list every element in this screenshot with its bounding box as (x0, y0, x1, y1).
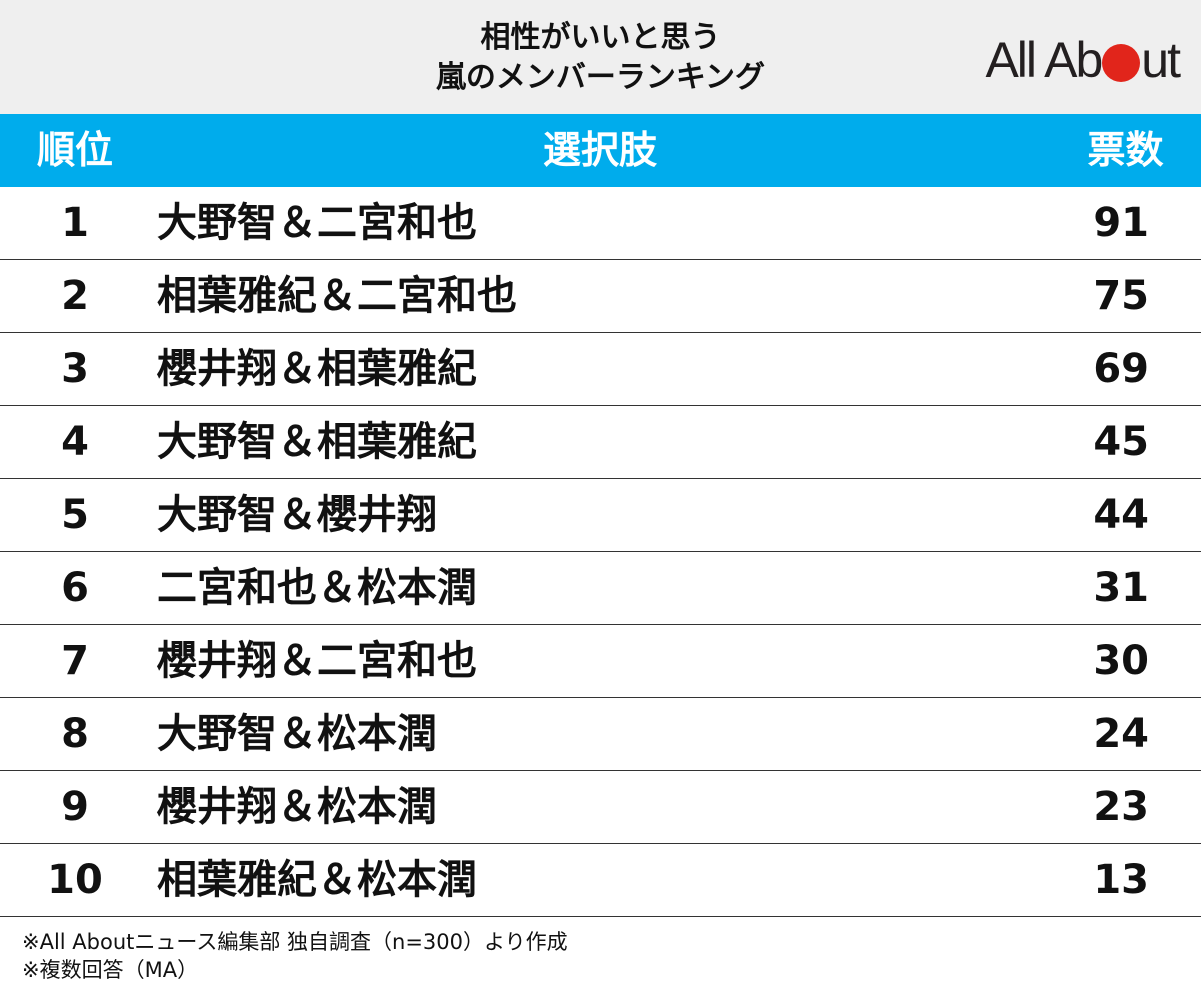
rank-cell: 2 (61, 273, 89, 319)
rank-cell: 4 (61, 419, 89, 465)
ranking-table-body: 1 大野智＆二宮和也 91 2 相葉雅紀＆二宮和也 75 3 櫻井翔＆相葉雅紀 … (0, 187, 1201, 917)
all-about-logo: All Ab ut (985, 32, 1181, 88)
column-header-choice: 選択肢 (542, 128, 657, 172)
rank-cell: 8 (61, 711, 89, 757)
table-row: 9 櫻井翔＆松本潤 23 (0, 771, 1201, 844)
rank-cell: 7 (61, 638, 89, 684)
title-line-2: 嵐のメンバーランキング (435, 60, 766, 95)
member-pair-cell: 大野智＆二宮和也 (157, 200, 477, 246)
footnote-multiple-answer: ※複数回答（MA） (22, 958, 199, 982)
rank-cell: 1 (61, 200, 89, 246)
table-header: 順位 選択肢 票数 (0, 114, 1201, 187)
member-pair-cell: 大野智＆相葉雅紀 (157, 419, 477, 465)
title-line-1: 相性がいいと思う (480, 20, 721, 55)
rank-cell: 9 (61, 784, 89, 830)
votes-cell: 45 (1093, 419, 1149, 465)
votes-cell: 24 (1093, 711, 1149, 757)
member-pair-cell: 櫻井翔＆松本潤 (157, 784, 437, 830)
votes-cell: 30 (1093, 638, 1149, 684)
member-pair-cell: 櫻井翔＆相葉雅紀 (157, 346, 477, 392)
column-header-rank: 順位 (36, 128, 113, 172)
member-pair-cell: 櫻井翔＆二宮和也 (157, 638, 477, 684)
chart-title: 相性がいいと思う 嵐のメンバーランキング (0, 18, 1201, 98)
votes-cell: 31 (1093, 565, 1149, 611)
votes-cell: 23 (1093, 784, 1149, 830)
table-row: 5 大野智＆櫻井翔 44 (0, 479, 1201, 552)
votes-cell: 75 (1093, 273, 1149, 319)
table-row: 2 相葉雅紀＆二宮和也 75 (0, 260, 1201, 333)
table-row: 8 大野智＆松本潤 24 (0, 698, 1201, 771)
member-pair-cell: 二宮和也＆松本潤 (157, 565, 477, 611)
logo-text-after: ut (1141, 32, 1181, 88)
table-row: 4 大野智＆相葉雅紀 45 (0, 406, 1201, 479)
member-pair-cell: 大野智＆櫻井翔 (157, 492, 437, 538)
votes-cell: 69 (1093, 346, 1149, 392)
table-row: 6 二宮和也＆松本潤 31 (0, 552, 1201, 625)
votes-cell: 13 (1093, 857, 1149, 903)
member-pair-cell: 相葉雅紀＆二宮和也 (157, 273, 517, 319)
header-bar: 相性がいいと思う 嵐のメンバーランキング All Ab ut (0, 0, 1201, 114)
rank-cell: 6 (61, 565, 89, 611)
logo-text-before: All Ab (985, 32, 1103, 88)
table-row: 7 櫻井翔＆二宮和也 30 (0, 625, 1201, 698)
logo-red-dot-icon (1102, 44, 1141, 82)
rank-cell: 10 (47, 857, 103, 903)
rank-cell: 5 (61, 492, 89, 538)
footnote-source: ※All Aboutニュース編集部 独自調査（n=300）より作成 (22, 930, 568, 954)
votes-cell: 44 (1093, 492, 1149, 538)
table-row: 1 大野智＆二宮和也 91 (0, 187, 1201, 260)
column-header-votes: 票数 (1087, 128, 1164, 172)
table-row: 3 櫻井翔＆相葉雅紀 69 (0, 333, 1201, 406)
votes-cell: 91 (1093, 200, 1149, 246)
footnotes: ※All Aboutニュース編集部 独自調査（n=300）より作成 ※複数回答（… (22, 928, 568, 984)
member-pair-cell: 大野智＆松本潤 (157, 711, 437, 757)
rank-cell: 3 (61, 346, 89, 392)
table-row: 10 相葉雅紀＆松本潤 13 (0, 844, 1201, 917)
member-pair-cell: 相葉雅紀＆松本潤 (157, 857, 477, 903)
